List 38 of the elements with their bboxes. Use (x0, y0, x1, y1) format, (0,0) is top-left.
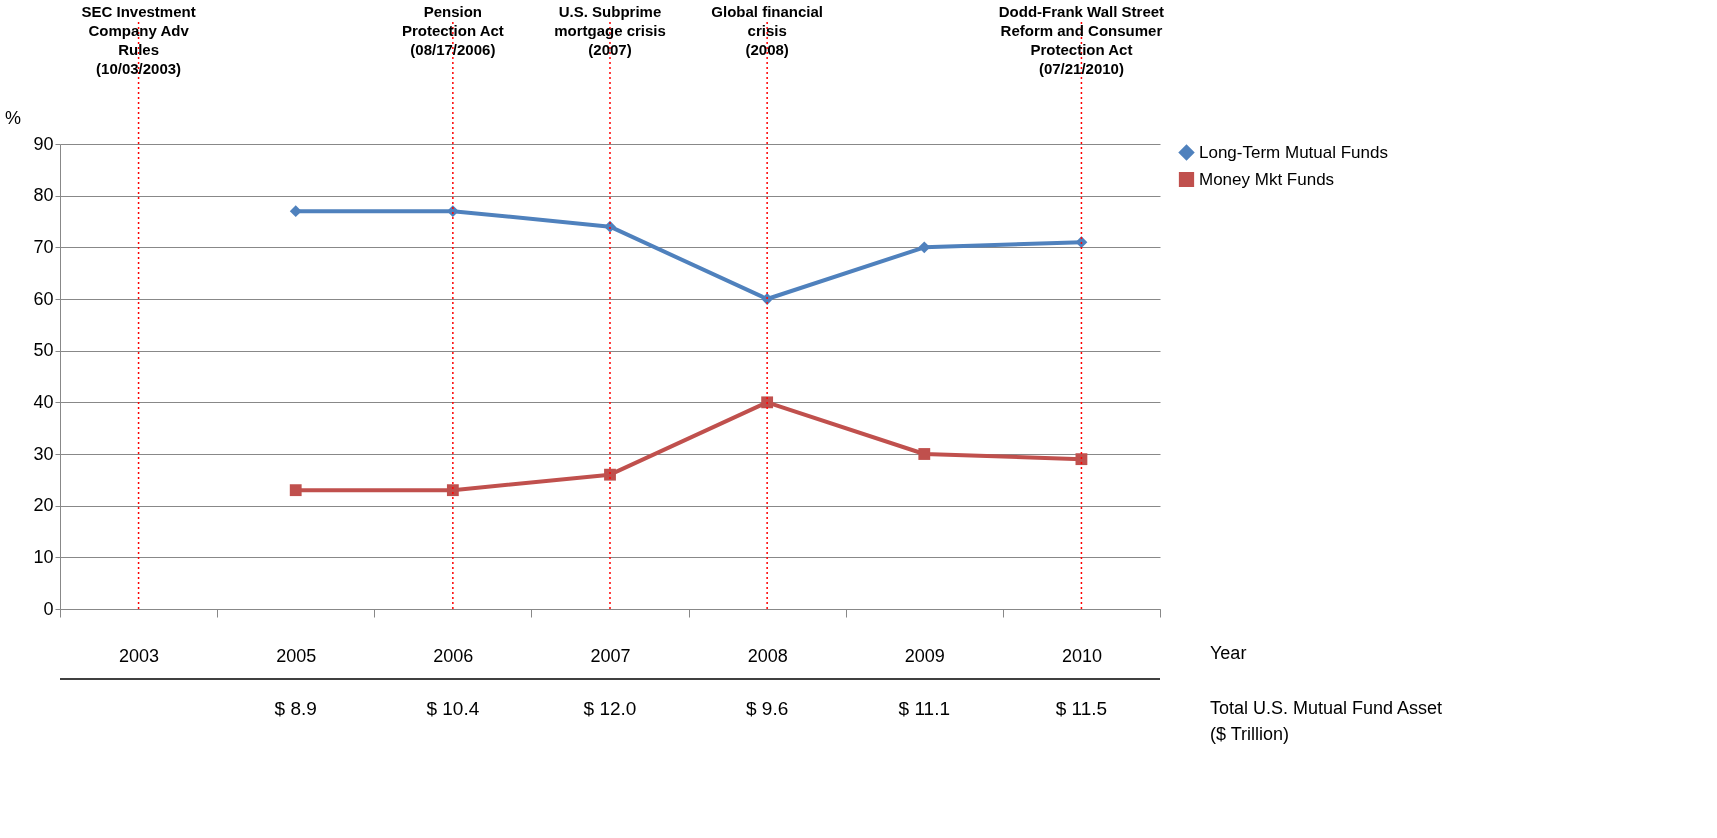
text: $ 11.5 (1055, 698, 1108, 719)
y-tick-label: 20 (33, 495, 54, 516)
x-tick-label: 2007 (590, 645, 631, 666)
y-tick-label: 30 (33, 443, 54, 464)
ref-line-label: U.S. Subprime mortgage crisis (2007) (554, 3, 666, 58)
point (918, 448, 931, 460)
x-tick-label: 2005 (276, 645, 317, 666)
x-tick-label: 2006 (433, 645, 474, 666)
x-tick-label: 2010 (1061, 645, 1102, 666)
text: $ 8.9 (274, 698, 317, 719)
y-tick-label: 0 (43, 598, 54, 619)
text: $ 9.6 (746, 698, 789, 719)
ref-line-label: Dodd-Frank Wall Street Reform and Consumer Protection Act (07/21/2010) (998, 3, 1165, 77)
point (1075, 453, 1088, 466)
legend-label: Money Mkt Funds (1199, 169, 1335, 189)
y-tick-label: 40 (33, 391, 54, 412)
ref-line-label: Global financial crisis (2008) (711, 3, 823, 58)
x-tick-label: 2009 (904, 645, 945, 666)
y-tick-label: 10 (33, 546, 54, 567)
y-tick-label: 60 (33, 288, 54, 309)
text: $ 12.0 (583, 698, 637, 719)
point (446, 484, 459, 497)
y-tick-label: 50 (33, 340, 54, 361)
x-tick-label: 2003 (119, 645, 160, 666)
y-tick-label: 80 (33, 185, 54, 206)
y-tick-label: 90 (33, 133, 54, 154)
y-axis-title: % (5, 108, 22, 128)
point (289, 484, 302, 497)
ref-line-label: Pension Protection Act (08/17/2006) (401, 3, 504, 58)
x-axis-title: Year (1210, 643, 1247, 663)
text: $ 10.4 (426, 698, 480, 719)
x-tick-label: 2008 (747, 645, 788, 666)
text: $ 11.1 (898, 698, 950, 719)
point (761, 396, 774, 409)
y-tick-label: 70 (33, 236, 54, 257)
text: Total U.S. Mutual Fund Asset ($ Trillion) (1210, 698, 1443, 744)
legend-label: Long-Term Mutual Funds (1199, 142, 1388, 162)
ref-line-label: SEC Investment Company Adv Rules (10/03/2003) (81, 3, 196, 77)
